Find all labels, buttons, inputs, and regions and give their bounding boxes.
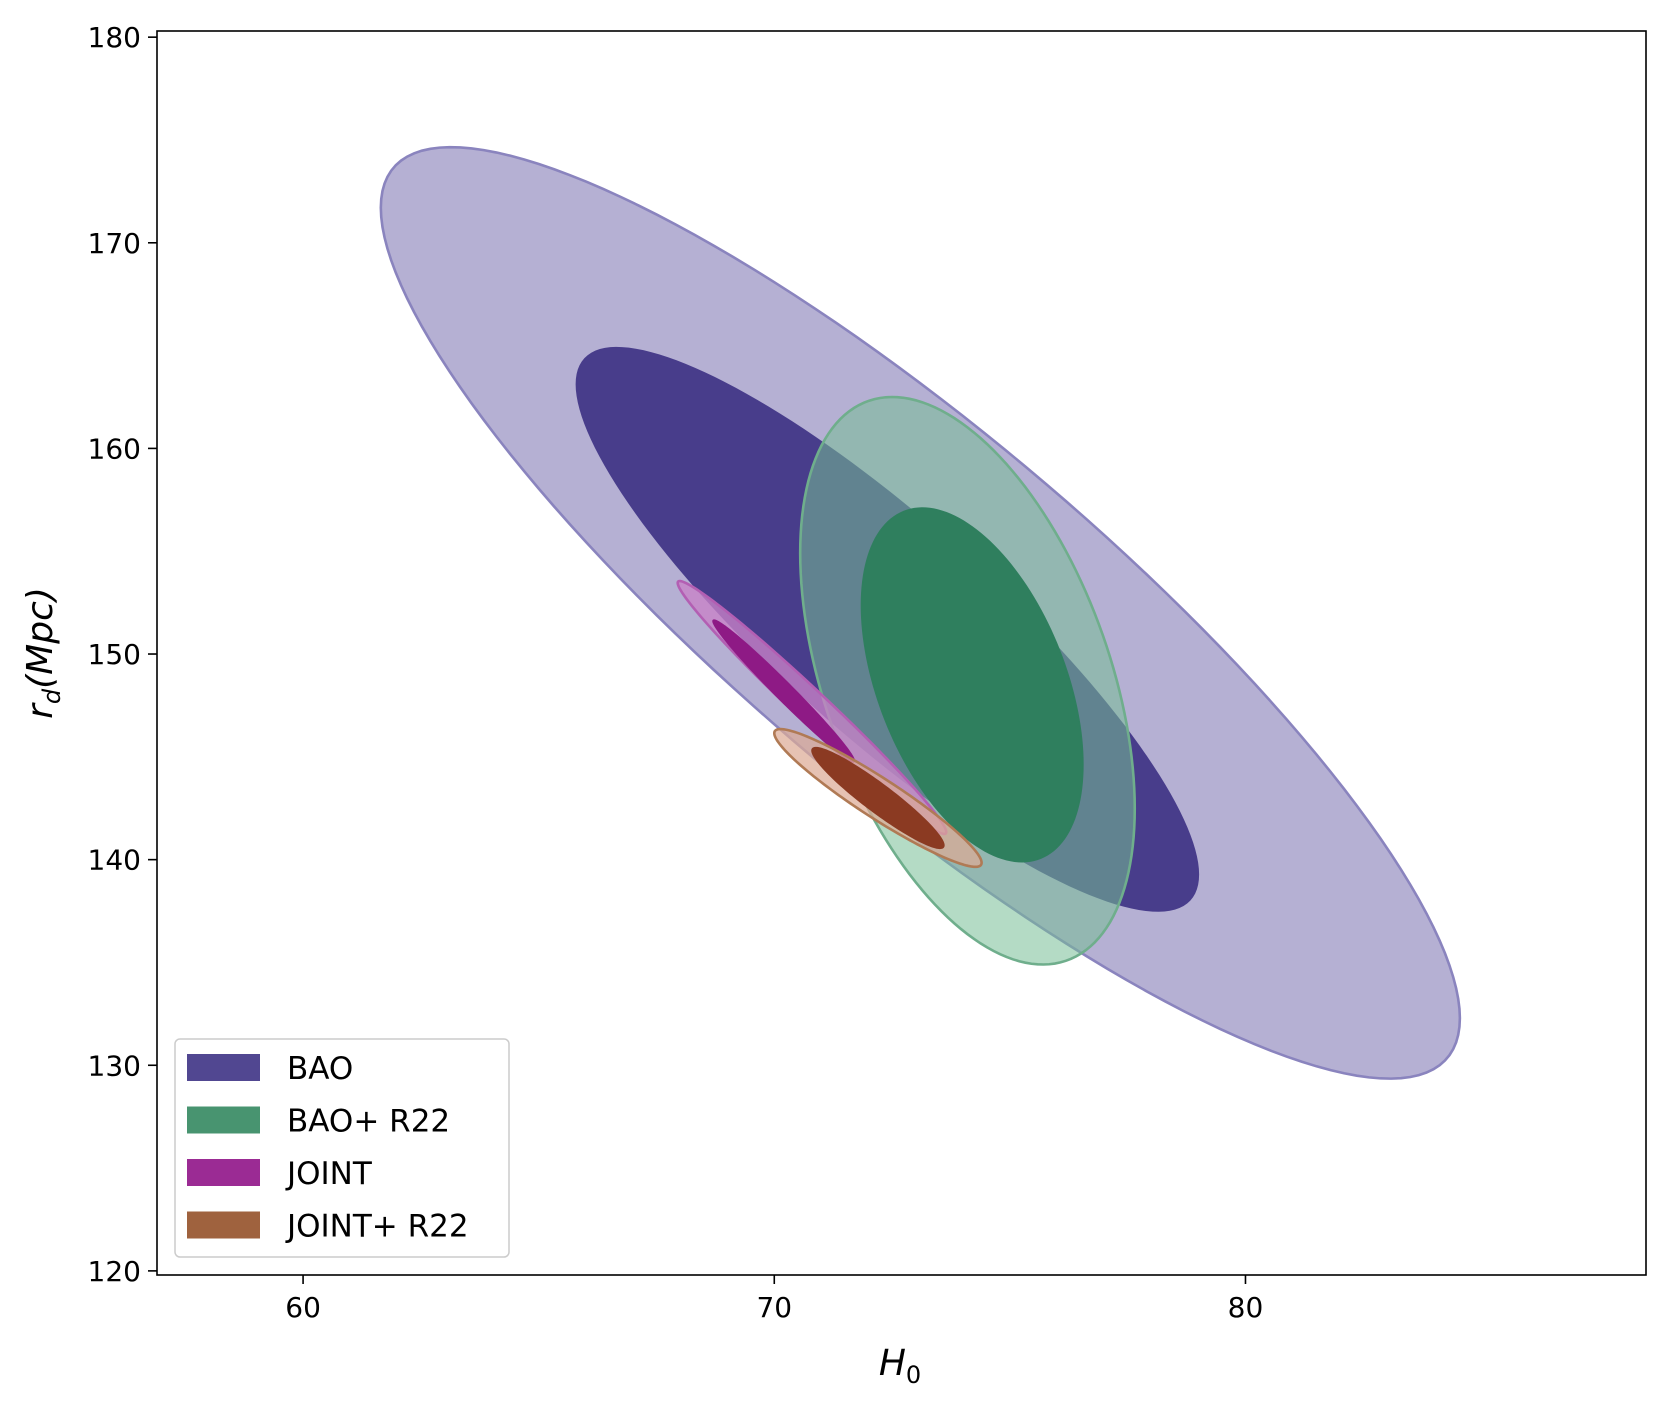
contour-layer: [379, 145, 1462, 1080]
legend-label-bao: BAO: [287, 1051, 353, 1087]
y-tick-label: 140: [88, 844, 141, 877]
bao-r22-1sigma-contour: [860, 507, 1084, 863]
y-tick-label: 150: [88, 638, 141, 671]
joint-1sigma-contour: [712, 619, 856, 763]
y-axis: 120 130 140 150 160 170 180: [88, 21, 157, 1288]
legend-swatch-joint-r22: [187, 1211, 260, 1239]
x-tick-label: 70: [756, 1291, 792, 1324]
y-tick-label: 170: [88, 227, 141, 260]
x-tick-label: 60: [285, 1291, 321, 1324]
y-tick-label: 130: [88, 1049, 141, 1082]
legend-swatch-bao-r22: [187, 1106, 260, 1134]
legend-box: [174, 1038, 510, 1258]
y-tick-label: 180: [88, 21, 141, 54]
y-axis-label: rd(Mpc): [20, 587, 66, 719]
joint-r22-1sigma-contour: [811, 746, 945, 850]
y-tick-label: 120: [88, 1255, 141, 1288]
legend-swatch-joint: [187, 1159, 260, 1186]
legend-label-joint: JOINT: [285, 1156, 373, 1192]
plot-frame: [156, 30, 1647, 1276]
x-axis: 60 70 80: [285, 1275, 1263, 1324]
y-tick-label: 160: [88, 432, 141, 465]
x-axis-label: H0: [879, 1343, 921, 1389]
x-tick-label: 80: [1228, 1291, 1264, 1324]
legend-label-joint-r22: JOINT+ R22: [285, 1209, 469, 1245]
legend: BAO BAO+ R22 JOINT JOINT+ R22: [174, 1038, 510, 1258]
legend-label-bao-r22: BAO+ R22: [287, 1104, 450, 1140]
legend-swatch-bao: [187, 1054, 260, 1081]
